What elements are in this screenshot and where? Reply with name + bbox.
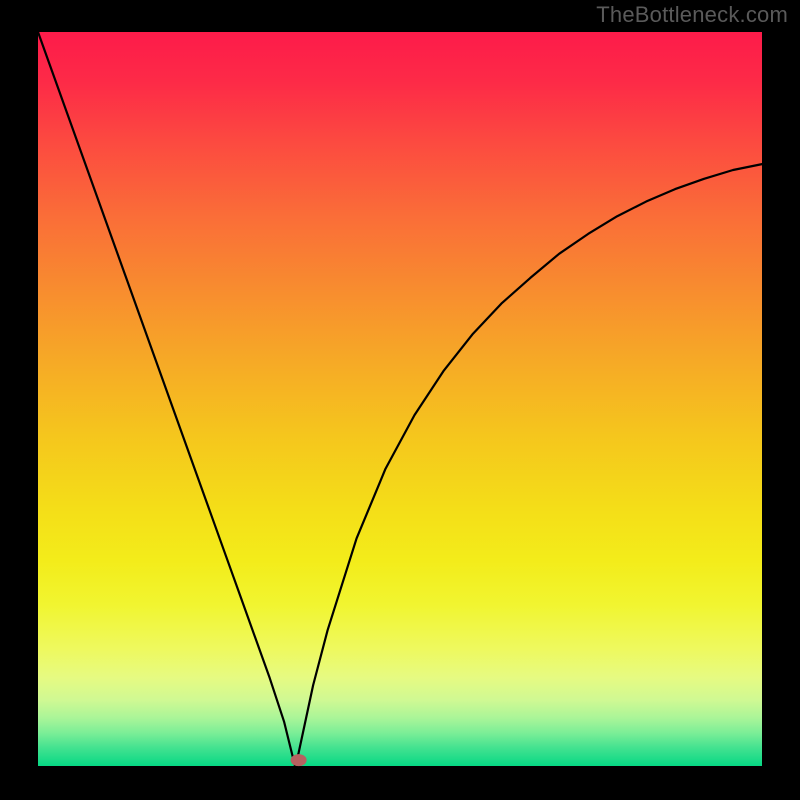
- chart-container: TheBottleneck.com: [0, 0, 800, 800]
- optimal-point-marker: [291, 754, 307, 766]
- watermark-text: TheBottleneck.com: [596, 2, 788, 28]
- plot-background: [38, 32, 762, 766]
- bottleneck-chart: [0, 0, 800, 800]
